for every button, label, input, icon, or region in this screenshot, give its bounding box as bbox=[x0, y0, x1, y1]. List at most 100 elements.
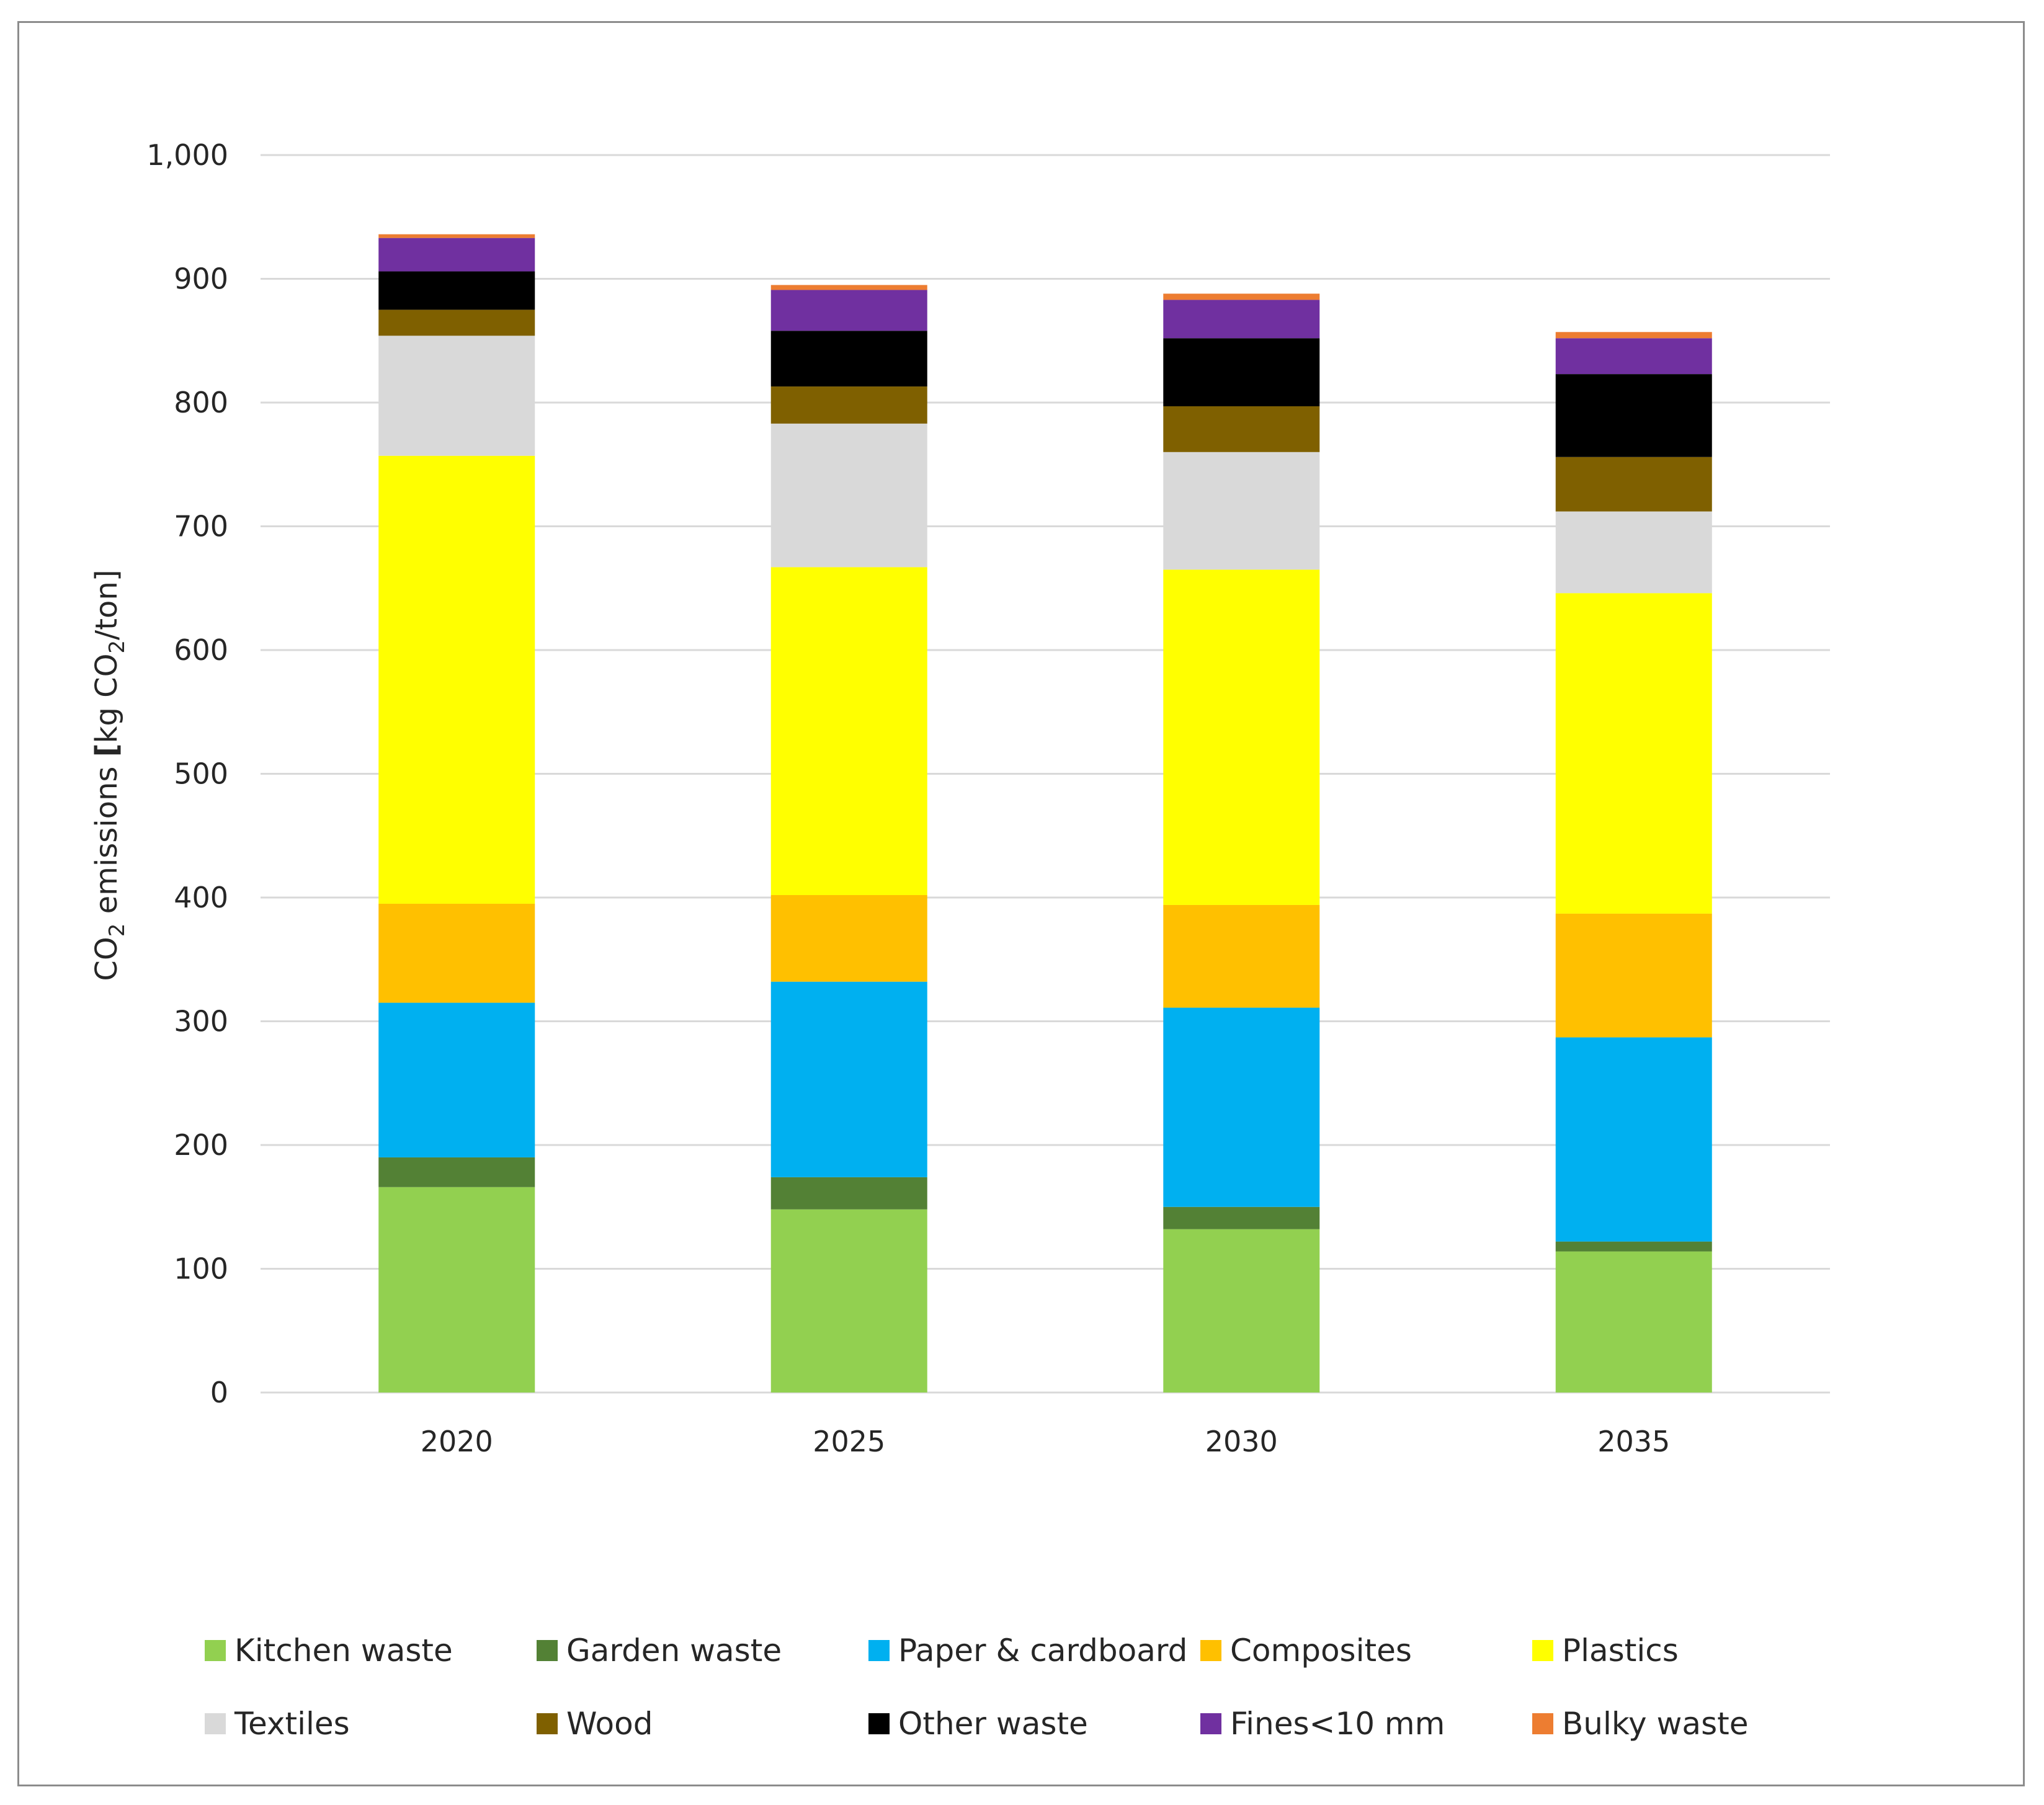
bar-segment-bulky-waste-2035 bbox=[1555, 332, 1712, 339]
legend-swatch bbox=[205, 1713, 226, 1734]
legend-label: Fines<10 mm bbox=[1230, 1706, 1445, 1742]
bar-segment-wood-2035 bbox=[1555, 457, 1712, 512]
bar-stack-2035 bbox=[1555, 332, 1712, 1393]
legend-item: Paper & cardboard bbox=[868, 1633, 1187, 1669]
legend-item: Composites bbox=[1200, 1633, 1412, 1669]
bar-segment-plastics-2020 bbox=[378, 455, 535, 904]
legend-swatch bbox=[1532, 1713, 1553, 1734]
bar-segment-textiles-2035 bbox=[1555, 511, 1712, 594]
legend-item: Fines<10 mm bbox=[1200, 1706, 1445, 1742]
legend-label: Wood bbox=[566, 1706, 653, 1742]
y-tick-label: 900 bbox=[174, 262, 228, 296]
y-title-part-4: kg CO bbox=[89, 654, 124, 744]
x-tick-label: 2035 bbox=[1597, 1425, 1670, 1458]
legend-swatch bbox=[1200, 1640, 1221, 1661]
y-title-bracket-close: ] bbox=[89, 569, 124, 581]
bar-stack-2030 bbox=[1163, 293, 1320, 1393]
bar-segment-paper-cardboard-2025 bbox=[770, 981, 927, 1177]
x-tick-label: 2025 bbox=[813, 1425, 885, 1458]
y-tick-label: 400 bbox=[174, 881, 228, 914]
legend-item: Textiles bbox=[205, 1706, 350, 1742]
legend-swatch bbox=[868, 1640, 890, 1661]
bar-stack-2020 bbox=[378, 234, 535, 1393]
y-tick-label: 500 bbox=[174, 757, 228, 791]
legend-item: Plastics bbox=[1532, 1633, 1679, 1669]
legend-item: Wood bbox=[537, 1706, 653, 1742]
legend-label: Plastics bbox=[1562, 1633, 1679, 1669]
bar-segment-kitchen-waste-2020 bbox=[378, 1187, 535, 1393]
bar-segment-bulky-waste-2030 bbox=[1163, 293, 1320, 300]
legend-item: Garden waste bbox=[537, 1633, 782, 1669]
legend-swatch bbox=[205, 1640, 226, 1661]
bar-segment-fines-10-mm-2035 bbox=[1555, 338, 1712, 375]
bar-stacks bbox=[378, 234, 1712, 1393]
bar-segment-kitchen-waste-2025 bbox=[770, 1209, 927, 1393]
legend-swatch bbox=[537, 1640, 558, 1661]
bar-segment-plastics-2035 bbox=[1555, 593, 1712, 914]
y-tick-label: 800 bbox=[174, 386, 228, 419]
bar-segment-fines-10-mm-2030 bbox=[1163, 300, 1320, 339]
bar-segment-paper-cardboard-2035 bbox=[1555, 1037, 1712, 1242]
y-tick-label: 300 bbox=[174, 1005, 228, 1038]
legend-label: Textiles bbox=[234, 1706, 350, 1742]
bar-stack-2025 bbox=[770, 285, 927, 1393]
legend-swatch bbox=[868, 1713, 890, 1734]
legend-swatch bbox=[1200, 1713, 1221, 1734]
y-tick-label: 1,000 bbox=[146, 138, 228, 172]
bar-segment-textiles-2025 bbox=[770, 423, 927, 568]
legend-label: Garden waste bbox=[566, 1633, 782, 1669]
legend-label: Composites bbox=[1230, 1633, 1412, 1669]
legend-label: Paper & cardboard bbox=[898, 1633, 1187, 1669]
bar-segment-textiles-2030 bbox=[1163, 452, 1320, 570]
bar-segment-wood-2025 bbox=[770, 386, 927, 424]
y-title-part-6: /ton bbox=[89, 581, 124, 640]
bar-segment-composites-2035 bbox=[1555, 913, 1712, 1038]
bar-segment-paper-cardboard-2030 bbox=[1163, 1007, 1320, 1207]
bar-segment-bulky-waste-2020 bbox=[378, 234, 535, 238]
legend: Kitchen waste Garden waste Paper & cardboa… bbox=[205, 1633, 1749, 1742]
legend-swatch bbox=[537, 1713, 558, 1734]
y-tick-label: 700 bbox=[174, 510, 228, 543]
bar-segment-composites-2025 bbox=[770, 895, 927, 982]
bar-segment-kitchen-waste-2035 bbox=[1555, 1251, 1712, 1393]
legend-item: Bulky waste bbox=[1532, 1706, 1749, 1742]
bar-segment-kitchen-waste-2030 bbox=[1163, 1229, 1320, 1393]
x-tick-label: 2020 bbox=[421, 1425, 493, 1458]
y-title-part-0: CO bbox=[89, 937, 124, 981]
y-title-part-2: emissions bbox=[89, 757, 124, 923]
y-title-bracket-open: [ bbox=[89, 743, 124, 757]
y-axis-tick-labels: 0 100 200 300 400 500 600 700 800 900 1,000 bbox=[146, 138, 228, 1409]
bar-segment-textiles-2020 bbox=[378, 336, 535, 456]
y-title-subscript-0: 2 bbox=[105, 924, 130, 937]
bar-segment-garden-waste-2035 bbox=[1555, 1241, 1712, 1252]
bar-segment-garden-waste-2030 bbox=[1163, 1206, 1320, 1229]
y-tick-label: 0 bbox=[210, 1376, 228, 1409]
x-axis-tick-labels: 2020 2025 2030 2035 bbox=[421, 1425, 1671, 1458]
bar-segment-other-waste-2025 bbox=[770, 331, 927, 387]
legend-item: Other waste bbox=[868, 1706, 1088, 1742]
bar-segment-garden-waste-2025 bbox=[770, 1177, 927, 1210]
bar-segment-fines-10-mm-2025 bbox=[770, 290, 927, 331]
bar-segment-other-waste-2035 bbox=[1555, 374, 1712, 457]
bar-segment-wood-2030 bbox=[1163, 406, 1320, 452]
bar-segment-other-waste-2030 bbox=[1163, 338, 1320, 406]
y-axis-title: CO2 emissions [kg CO2/ton] bbox=[89, 569, 130, 981]
bar-segment-garden-waste-2020 bbox=[378, 1157, 535, 1187]
x-tick-label: 2030 bbox=[1205, 1425, 1278, 1458]
y-tick-label: 600 bbox=[174, 633, 228, 667]
bar-segment-paper-cardboard-2020 bbox=[378, 1002, 535, 1157]
bar-segment-other-waste-2020 bbox=[378, 271, 535, 310]
bar-segment-fines-10-mm-2020 bbox=[378, 238, 535, 272]
y-title-subscript-5: 2 bbox=[105, 640, 130, 654]
bar-segment-bulky-waste-2025 bbox=[770, 285, 927, 290]
legend-label: Bulky waste bbox=[1562, 1706, 1749, 1742]
legend-label: Other waste bbox=[898, 1706, 1088, 1742]
legend-swatch bbox=[1532, 1640, 1553, 1661]
bar-segment-plastics-2030 bbox=[1163, 569, 1320, 905]
legend-label: Kitchen waste bbox=[234, 1633, 453, 1669]
bar-segment-plastics-2025 bbox=[770, 567, 927, 896]
y-tick-label: 100 bbox=[174, 1252, 228, 1286]
legend-item: Kitchen waste bbox=[205, 1633, 453, 1669]
bar-segment-composites-2020 bbox=[378, 903, 535, 1003]
